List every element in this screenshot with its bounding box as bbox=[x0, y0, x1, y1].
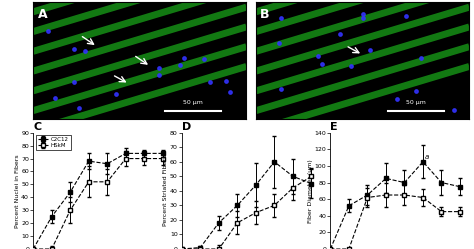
Point bbox=[412, 89, 420, 93]
Point bbox=[278, 16, 285, 20]
Point bbox=[402, 13, 410, 17]
Point bbox=[176, 63, 183, 67]
Point bbox=[359, 11, 367, 15]
Point bbox=[155, 73, 163, 77]
Point bbox=[81, 49, 88, 53]
Text: 50 μm: 50 μm bbox=[406, 100, 426, 105]
Point bbox=[451, 108, 458, 112]
Point bbox=[226, 90, 234, 94]
Y-axis label: Fiber Diameter (μm): Fiber Diameter (μm) bbox=[308, 159, 313, 223]
Point bbox=[51, 96, 59, 100]
Point bbox=[206, 80, 214, 84]
Point bbox=[75, 106, 82, 110]
Point bbox=[336, 32, 344, 36]
Point bbox=[275, 41, 283, 45]
Text: C: C bbox=[33, 122, 41, 132]
Y-axis label: Percent Striated Fibers: Percent Striated Fibers bbox=[164, 155, 168, 227]
Point bbox=[181, 56, 188, 60]
Text: a: a bbox=[425, 154, 429, 160]
Point bbox=[314, 54, 322, 58]
Text: E: E bbox=[330, 122, 338, 132]
Text: B: B bbox=[260, 8, 270, 21]
Point bbox=[359, 16, 366, 20]
Point bbox=[155, 66, 163, 70]
Text: D: D bbox=[182, 122, 191, 132]
Point bbox=[222, 79, 230, 83]
Text: 50 μm: 50 μm bbox=[183, 100, 203, 105]
Point bbox=[393, 97, 401, 101]
Point bbox=[277, 87, 284, 91]
Point bbox=[200, 57, 207, 61]
Text: A: A bbox=[37, 8, 47, 21]
Legend: C2C12, HSkM: C2C12, HSkM bbox=[36, 135, 71, 150]
Point bbox=[318, 62, 326, 66]
Point bbox=[70, 47, 78, 51]
Point bbox=[347, 64, 355, 68]
Point bbox=[112, 92, 119, 96]
Y-axis label: Percent Nuclei in Fibers: Percent Nuclei in Fibers bbox=[15, 154, 20, 228]
Point bbox=[70, 80, 78, 84]
Point bbox=[417, 56, 425, 60]
Point bbox=[44, 29, 52, 33]
Point bbox=[366, 48, 374, 52]
